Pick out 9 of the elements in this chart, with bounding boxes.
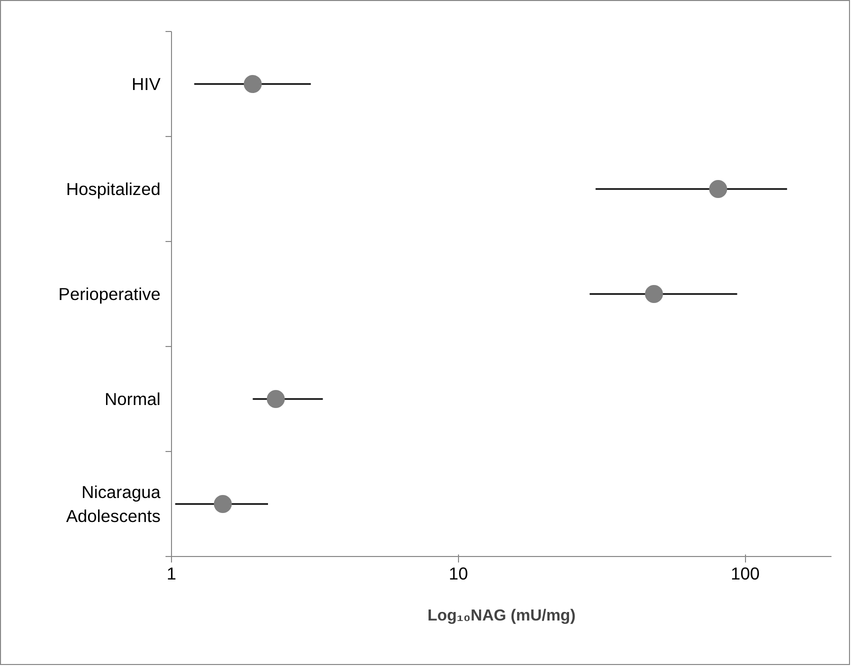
x-tick-label: 100 — [730, 564, 760, 584]
x-tick-label: 10 — [448, 564, 468, 584]
y-tick-label: Nicaragua Adolescents — [66, 482, 161, 526]
y-tick-label: Hospitalized — [66, 179, 161, 199]
x-tick-label: 1 — [166, 564, 176, 584]
y-tick-label: Normal — [104, 389, 160, 409]
y-tick-label: Perioperative — [58, 284, 161, 304]
y-tick-label: HIV — [132, 74, 161, 94]
x-axis-title: Log₁₀NAG (mU/mg) — [427, 608, 576, 624]
